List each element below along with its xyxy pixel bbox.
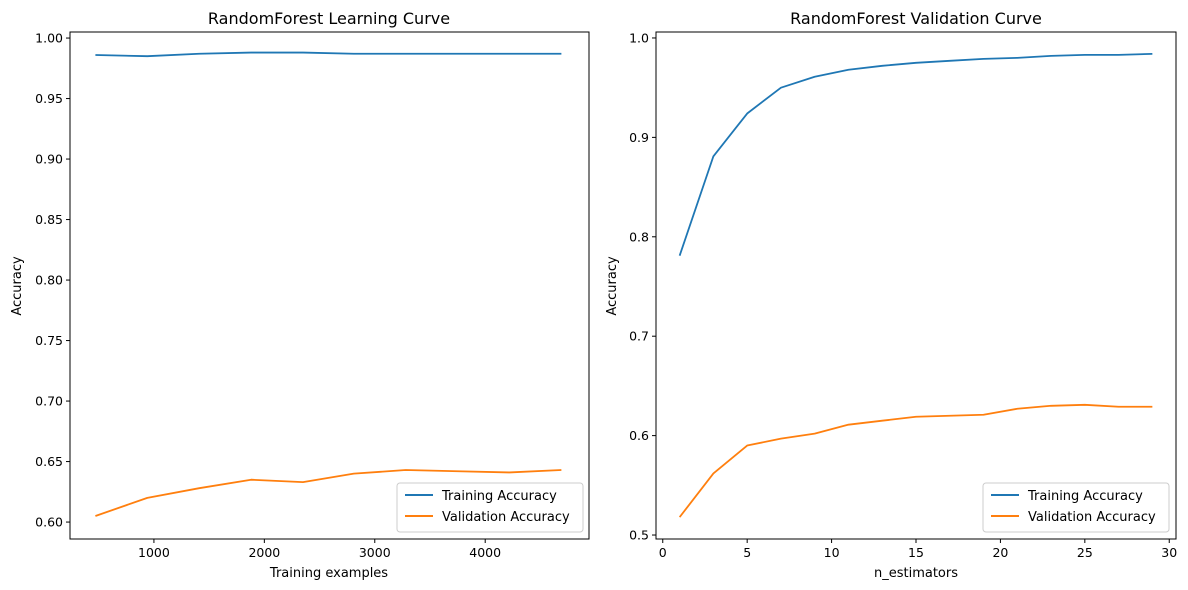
ticks-layer: 0 5 10 15 20 25 30 0.5 0.6 0.7 0.8 0.9 1.0 xyxy=(629,30,1177,560)
series-line-validation-accuracy xyxy=(95,469,562,517)
y-tick-label: 0.65 xyxy=(35,454,63,469)
x-tick-label: 25 xyxy=(1077,545,1093,560)
x-tick-label: 30 xyxy=(1161,545,1177,560)
learning-curve-chart: RandomForest Learning Curve Training exa… xyxy=(10,9,590,581)
y-axis-label: Accuracy xyxy=(10,256,25,316)
series-line-validation-accuracy xyxy=(678,403,1153,518)
y-tick-label: 0.80 xyxy=(35,273,63,288)
x-tick-label: 20 xyxy=(992,545,1008,560)
legend-label-training: Training Accuracy xyxy=(1027,489,1143,504)
y-tick-label: 1.0 xyxy=(629,30,649,45)
y-axis-label: Accuracy xyxy=(605,256,620,316)
y-tick-label: 1.00 xyxy=(35,31,63,46)
validation-curve-chart: RandomForest Validation Curve n_estimato… xyxy=(605,9,1177,581)
y-tick-label: 0.95 xyxy=(35,91,63,106)
legend-box xyxy=(982,482,1170,533)
ticks-layer: 1000 2000 3000 4000 0.60 0.65 0.70 0.75 0.80 0.85… xyxy=(35,31,501,560)
chart-title: RandomForest Validation Curve xyxy=(790,9,1042,28)
y-tick-label: 0.60 xyxy=(35,515,63,530)
y-tick-label: 0.5 xyxy=(629,528,649,543)
x-tick-label: 15 xyxy=(908,545,924,560)
y-tick-label: 0.90 xyxy=(35,152,63,167)
x-tick-label: 2000 xyxy=(248,545,280,560)
y-tick-label: 0.7 xyxy=(629,329,649,344)
series-line-training-accuracy xyxy=(95,51,562,58)
x-axis-label: n_estimators xyxy=(874,566,958,581)
axes-frame xyxy=(69,31,590,540)
lines-layer xyxy=(95,51,562,517)
y-tick-label: 0.85 xyxy=(35,212,63,227)
legend-label-validation: Validation Accuracy xyxy=(1028,510,1156,525)
x-tick-label: 0 xyxy=(659,545,667,560)
x-tick-label: 4000 xyxy=(469,545,501,560)
x-tick-label: 10 xyxy=(824,545,840,560)
legend-box xyxy=(396,482,584,533)
legend-label-validation: Validation Accuracy xyxy=(442,510,570,525)
x-tick-label: 5 xyxy=(743,545,751,560)
legend: Training Accuracy Validation Accuracy xyxy=(982,482,1170,533)
x-tick-label: 3000 xyxy=(359,545,391,560)
axes-frame xyxy=(655,31,1177,540)
series-line-training-accuracy xyxy=(678,52,1153,256)
y-tick-label: 0.75 xyxy=(35,333,63,348)
chart-title: RandomForest Learning Curve xyxy=(208,9,450,28)
y-tick-label: 0.9 xyxy=(629,130,649,145)
x-tick-label: 1000 xyxy=(138,545,170,560)
legend-label-training: Training Accuracy xyxy=(441,489,557,504)
y-tick-label: 0.8 xyxy=(629,229,649,244)
lines-layer xyxy=(678,52,1153,518)
y-tick-label: 0.6 xyxy=(629,428,649,443)
legend: Training Accuracy Validation Accuracy xyxy=(396,482,584,533)
y-tick-label: 0.70 xyxy=(35,394,63,409)
x-axis-label: Training examples xyxy=(269,566,388,581)
